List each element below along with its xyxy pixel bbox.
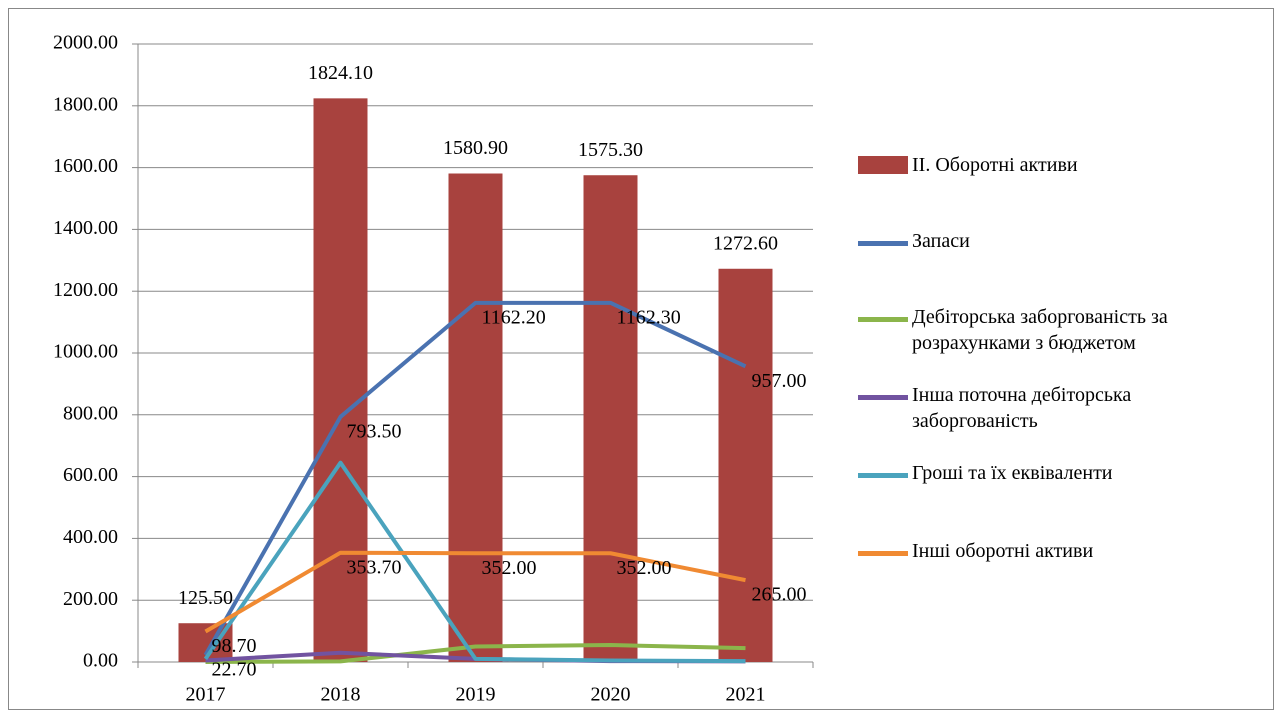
- data-label: 352.00: [617, 557, 672, 579]
- x-tick-label: 2020: [591, 684, 631, 706]
- x-tick-label: 2017: [186, 684, 226, 706]
- page: {"chart_data": {"type": "bar-line", "cat…: [0, 0, 1284, 720]
- y-tick-label: 400.00: [63, 526, 118, 548]
- x-tick-label: 2019: [456, 684, 496, 706]
- x-tick-label: 2018: [321, 684, 361, 706]
- data-label: 353.70: [347, 556, 402, 578]
- legend-item: Інша поточна дебіторська заборгованість: [858, 382, 1232, 434]
- x-tick-label: 2021: [726, 684, 766, 706]
- y-tick-label: 1200.00: [53, 279, 118, 301]
- legend-item: ІІ. Оборотні активи: [858, 152, 1232, 178]
- y-tick-label: 2000.00: [53, 32, 118, 54]
- data-label: 793.50: [347, 420, 402, 442]
- bar: [584, 175, 638, 662]
- legend-item: Дебіторська заборгованість за розрахунка…: [858, 304, 1232, 356]
- legend-item: Інші оборотні активи: [858, 538, 1232, 564]
- y-tick-label: 1000.00: [53, 341, 118, 363]
- data-label: 1580.90: [443, 137, 508, 159]
- legend-label: Запаси: [912, 228, 1232, 254]
- legend-item: Запаси: [858, 228, 1232, 254]
- data-label: 22.70: [212, 659, 257, 681]
- legend-item: Гроші та їх еквіваленти: [858, 460, 1232, 486]
- legend-label: ІІ. Оборотні активи: [912, 152, 1232, 178]
- bar: [449, 174, 503, 662]
- data-label: 98.70: [212, 635, 257, 657]
- data-label: 1162.30: [617, 306, 681, 328]
- data-label: 352.00: [482, 557, 537, 579]
- legend-swatch: [858, 156, 908, 174]
- legend-swatch: [858, 551, 908, 556]
- legend-label: Дебіторська заборгованість за розрахунка…: [912, 304, 1232, 356]
- data-label: 125.50: [178, 587, 233, 609]
- legend-swatch: [858, 241, 908, 246]
- legend-swatch: [858, 317, 908, 322]
- data-label: 1575.30: [578, 139, 643, 161]
- legend-label: Інша поточна дебіторська заборгованість: [912, 382, 1232, 434]
- y-tick-label: 200.00: [63, 588, 118, 610]
- data-label: 265.00: [752, 584, 807, 606]
- data-label: 1272.60: [713, 232, 778, 254]
- data-label: 1162.20: [482, 306, 546, 328]
- data-label: 957.00: [752, 370, 807, 392]
- y-tick-label: 1600.00: [53, 155, 118, 177]
- y-tick-label: 600.00: [63, 464, 118, 486]
- legend-label: Гроші та їх еквіваленти: [912, 460, 1232, 486]
- chart: 0.00 200.00 400.00 600.00 800.00 1000.00 1200.…: [0, 0, 1284, 720]
- y-tick-label: 1400.00: [53, 217, 118, 239]
- legend-swatch: [858, 473, 908, 478]
- legend-swatch: [858, 395, 908, 400]
- data-label: 1824.10: [308, 62, 373, 84]
- legend-label: Інші оборотні активи: [912, 538, 1232, 564]
- y-tick-label: 800.00: [63, 402, 118, 424]
- y-tick-label: 0.00: [83, 650, 118, 672]
- y-tick-label: 1800.00: [53, 93, 118, 115]
